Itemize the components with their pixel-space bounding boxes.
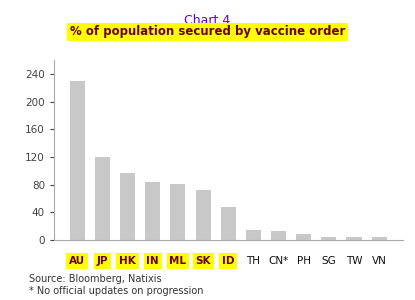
Text: % of population secured by vaccine order: % of population secured by vaccine order xyxy=(70,26,345,38)
Text: ID: ID xyxy=(222,256,234,266)
Bar xyxy=(70,81,85,240)
Bar xyxy=(271,231,286,240)
Text: ML: ML xyxy=(169,256,186,266)
Text: CN*: CN* xyxy=(269,256,289,266)
Bar xyxy=(221,207,236,240)
Bar xyxy=(321,236,337,240)
Bar xyxy=(95,157,110,240)
Text: TW: TW xyxy=(346,256,362,266)
Text: Source: Bloomberg, Natixis
* No official updates on progression: Source: Bloomberg, Natixis * No official… xyxy=(29,274,203,296)
Bar xyxy=(296,234,311,240)
Bar xyxy=(347,237,361,240)
Text: VN: VN xyxy=(372,256,387,266)
Text: HK: HK xyxy=(119,256,136,266)
Text: JP: JP xyxy=(97,256,108,266)
Text: IN: IN xyxy=(146,256,159,266)
Text: SK: SK xyxy=(195,256,211,266)
Text: PH: PH xyxy=(297,256,311,266)
Text: Chart 4: Chart 4 xyxy=(184,14,231,26)
Bar xyxy=(120,173,135,240)
Text: AU: AU xyxy=(69,256,85,266)
Bar xyxy=(145,182,160,240)
Bar xyxy=(195,190,211,240)
Text: SG: SG xyxy=(322,256,336,266)
Bar xyxy=(246,230,261,240)
Text: TH: TH xyxy=(247,256,260,266)
Bar xyxy=(171,184,186,240)
Bar xyxy=(371,236,387,240)
